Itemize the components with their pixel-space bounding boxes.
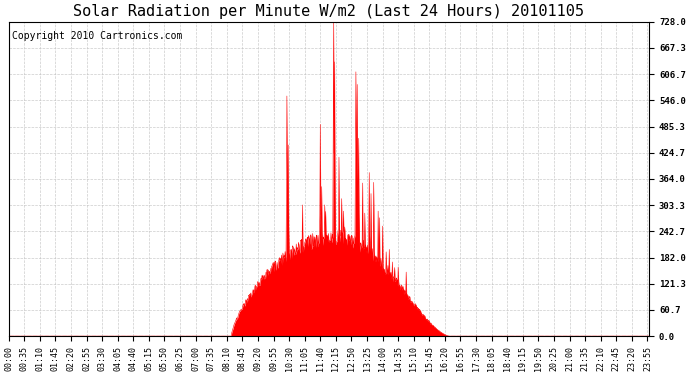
Text: Copyright 2010 Cartronics.com: Copyright 2010 Cartronics.com bbox=[12, 31, 182, 41]
Title: Solar Radiation per Minute W/m2 (Last 24 Hours) 20101105: Solar Radiation per Minute W/m2 (Last 24… bbox=[73, 4, 584, 19]
